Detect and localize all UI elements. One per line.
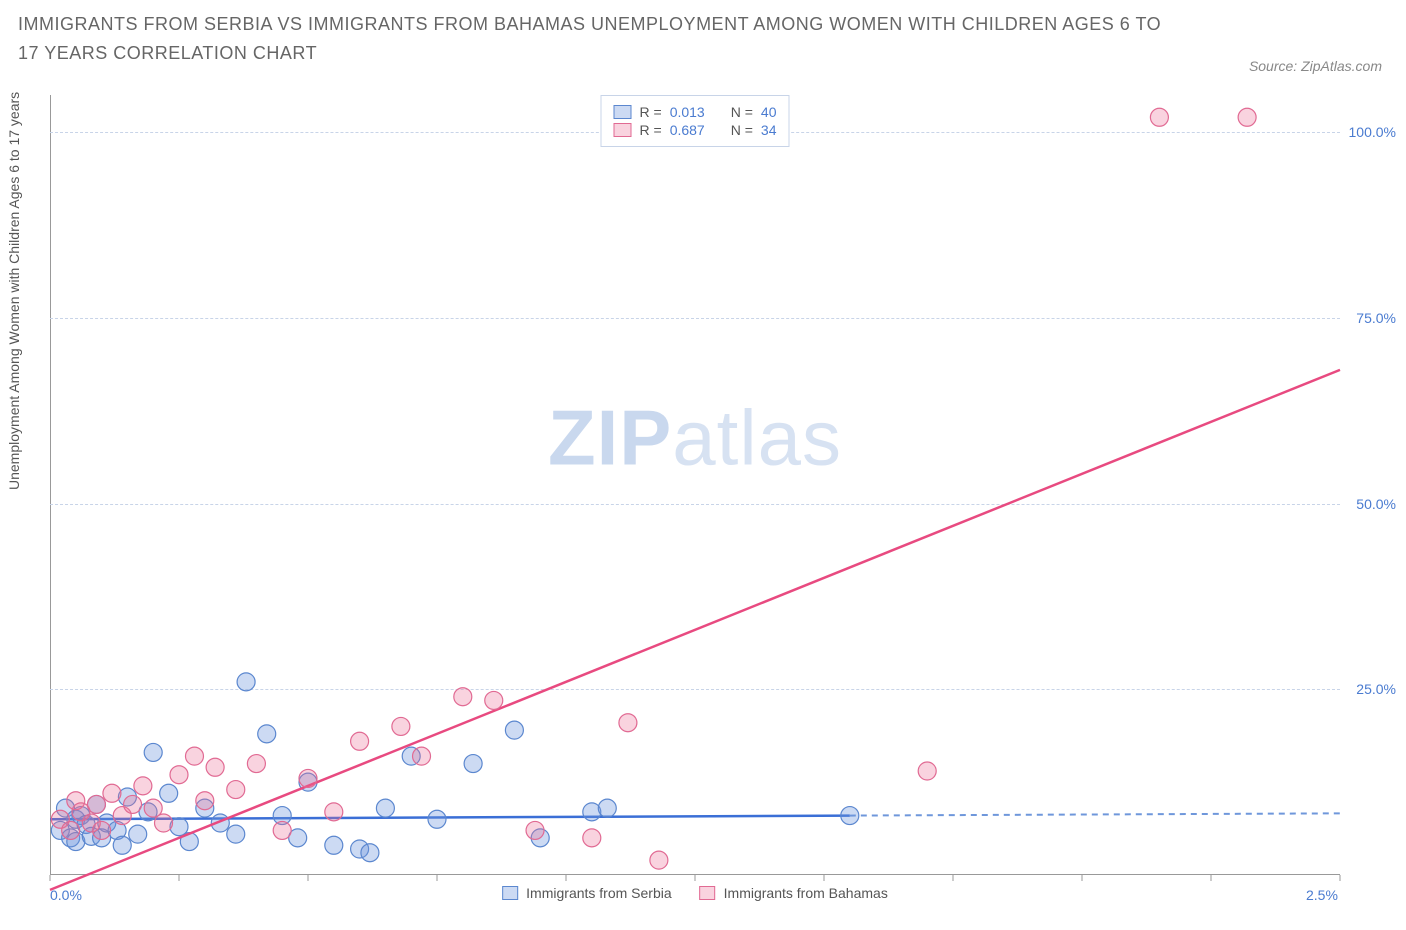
data-point [196, 792, 214, 810]
data-point [428, 810, 446, 828]
r-value-serbia: 0.013 [670, 104, 705, 120]
r-value-bahamas: 0.687 [670, 122, 705, 138]
data-point [170, 766, 188, 784]
scatter-plot [50, 95, 1340, 875]
y-tick-label: 75.0% [1356, 310, 1396, 326]
data-point [325, 803, 343, 821]
data-point [505, 721, 523, 739]
series-legend: Immigrants from Serbia Immigrants from B… [502, 885, 888, 901]
data-point [62, 821, 80, 839]
legend-swatch-serbia [502, 886, 518, 900]
data-point [1150, 108, 1168, 126]
data-point [124, 795, 142, 813]
data-point [413, 747, 431, 765]
data-point [485, 691, 503, 709]
legend-item-bahamas: Immigrants from Bahamas [700, 885, 888, 901]
data-point [247, 755, 265, 773]
data-point [113, 836, 131, 854]
n-value-bahamas: 34 [761, 122, 777, 138]
legend-swatch-serbia [614, 105, 632, 119]
data-point [206, 758, 224, 776]
legend-swatch-bahamas [614, 123, 632, 137]
data-point [361, 844, 379, 862]
data-point [351, 732, 369, 750]
data-point [598, 799, 616, 817]
data-point [237, 673, 255, 691]
legend-swatch-bahamas [700, 886, 716, 900]
data-point [650, 851, 668, 869]
data-point [87, 795, 105, 813]
legend-item-serbia: Immigrants from Serbia [502, 885, 671, 901]
x-tick-label: 0.0% [50, 887, 82, 903]
data-point [464, 755, 482, 773]
n-label: N = [731, 122, 753, 138]
data-point [299, 769, 317, 787]
data-point [227, 825, 245, 843]
data-point [454, 688, 472, 706]
x-tick-label: 2.5% [1306, 887, 1338, 903]
data-point [273, 821, 291, 839]
data-point [103, 784, 121, 802]
r-label: R = [640, 104, 662, 120]
y-tick-label: 50.0% [1356, 496, 1396, 512]
data-point [392, 717, 410, 735]
source-attribution: Source: ZipAtlas.com [1249, 58, 1382, 74]
legend-label-bahamas: Immigrants from Bahamas [724, 885, 888, 901]
data-point [185, 747, 203, 765]
y-axis-label: Unemployment Among Women with Children A… [6, 92, 22, 490]
r-label: R = [640, 122, 662, 138]
data-point [526, 821, 544, 839]
chart-title: IMMIGRANTS FROM SERBIA VS IMMIGRANTS FRO… [18, 10, 1186, 68]
y-tick-label: 100.0% [1349, 124, 1396, 140]
data-point [258, 725, 276, 743]
data-point [1238, 108, 1256, 126]
data-point [134, 777, 152, 795]
data-point [144, 743, 162, 761]
data-point [583, 829, 601, 847]
data-point [160, 784, 178, 802]
data-point [918, 762, 936, 780]
data-point [619, 714, 637, 732]
n-value-serbia: 40 [761, 104, 777, 120]
data-point [155, 814, 173, 832]
data-point [227, 781, 245, 799]
data-point [129, 825, 147, 843]
data-point [325, 836, 343, 854]
legend-label-serbia: Immigrants from Serbia [526, 885, 671, 901]
legend-row-bahamas: R = 0.687 N = 34 [614, 122, 777, 138]
data-point [841, 807, 859, 825]
data-point [93, 821, 111, 839]
data-point [376, 799, 394, 817]
chart-area: ZIPatlas 25.0%50.0%75.0%100.0% 0.0%2.5% … [50, 95, 1340, 875]
n-label: N = [731, 104, 753, 120]
y-tick-label: 25.0% [1356, 681, 1396, 697]
legend-row-serbia: R = 0.013 N = 40 [614, 104, 777, 120]
correlation-legend: R = 0.013 N = 40 R = 0.687 N = 34 [601, 95, 790, 147]
